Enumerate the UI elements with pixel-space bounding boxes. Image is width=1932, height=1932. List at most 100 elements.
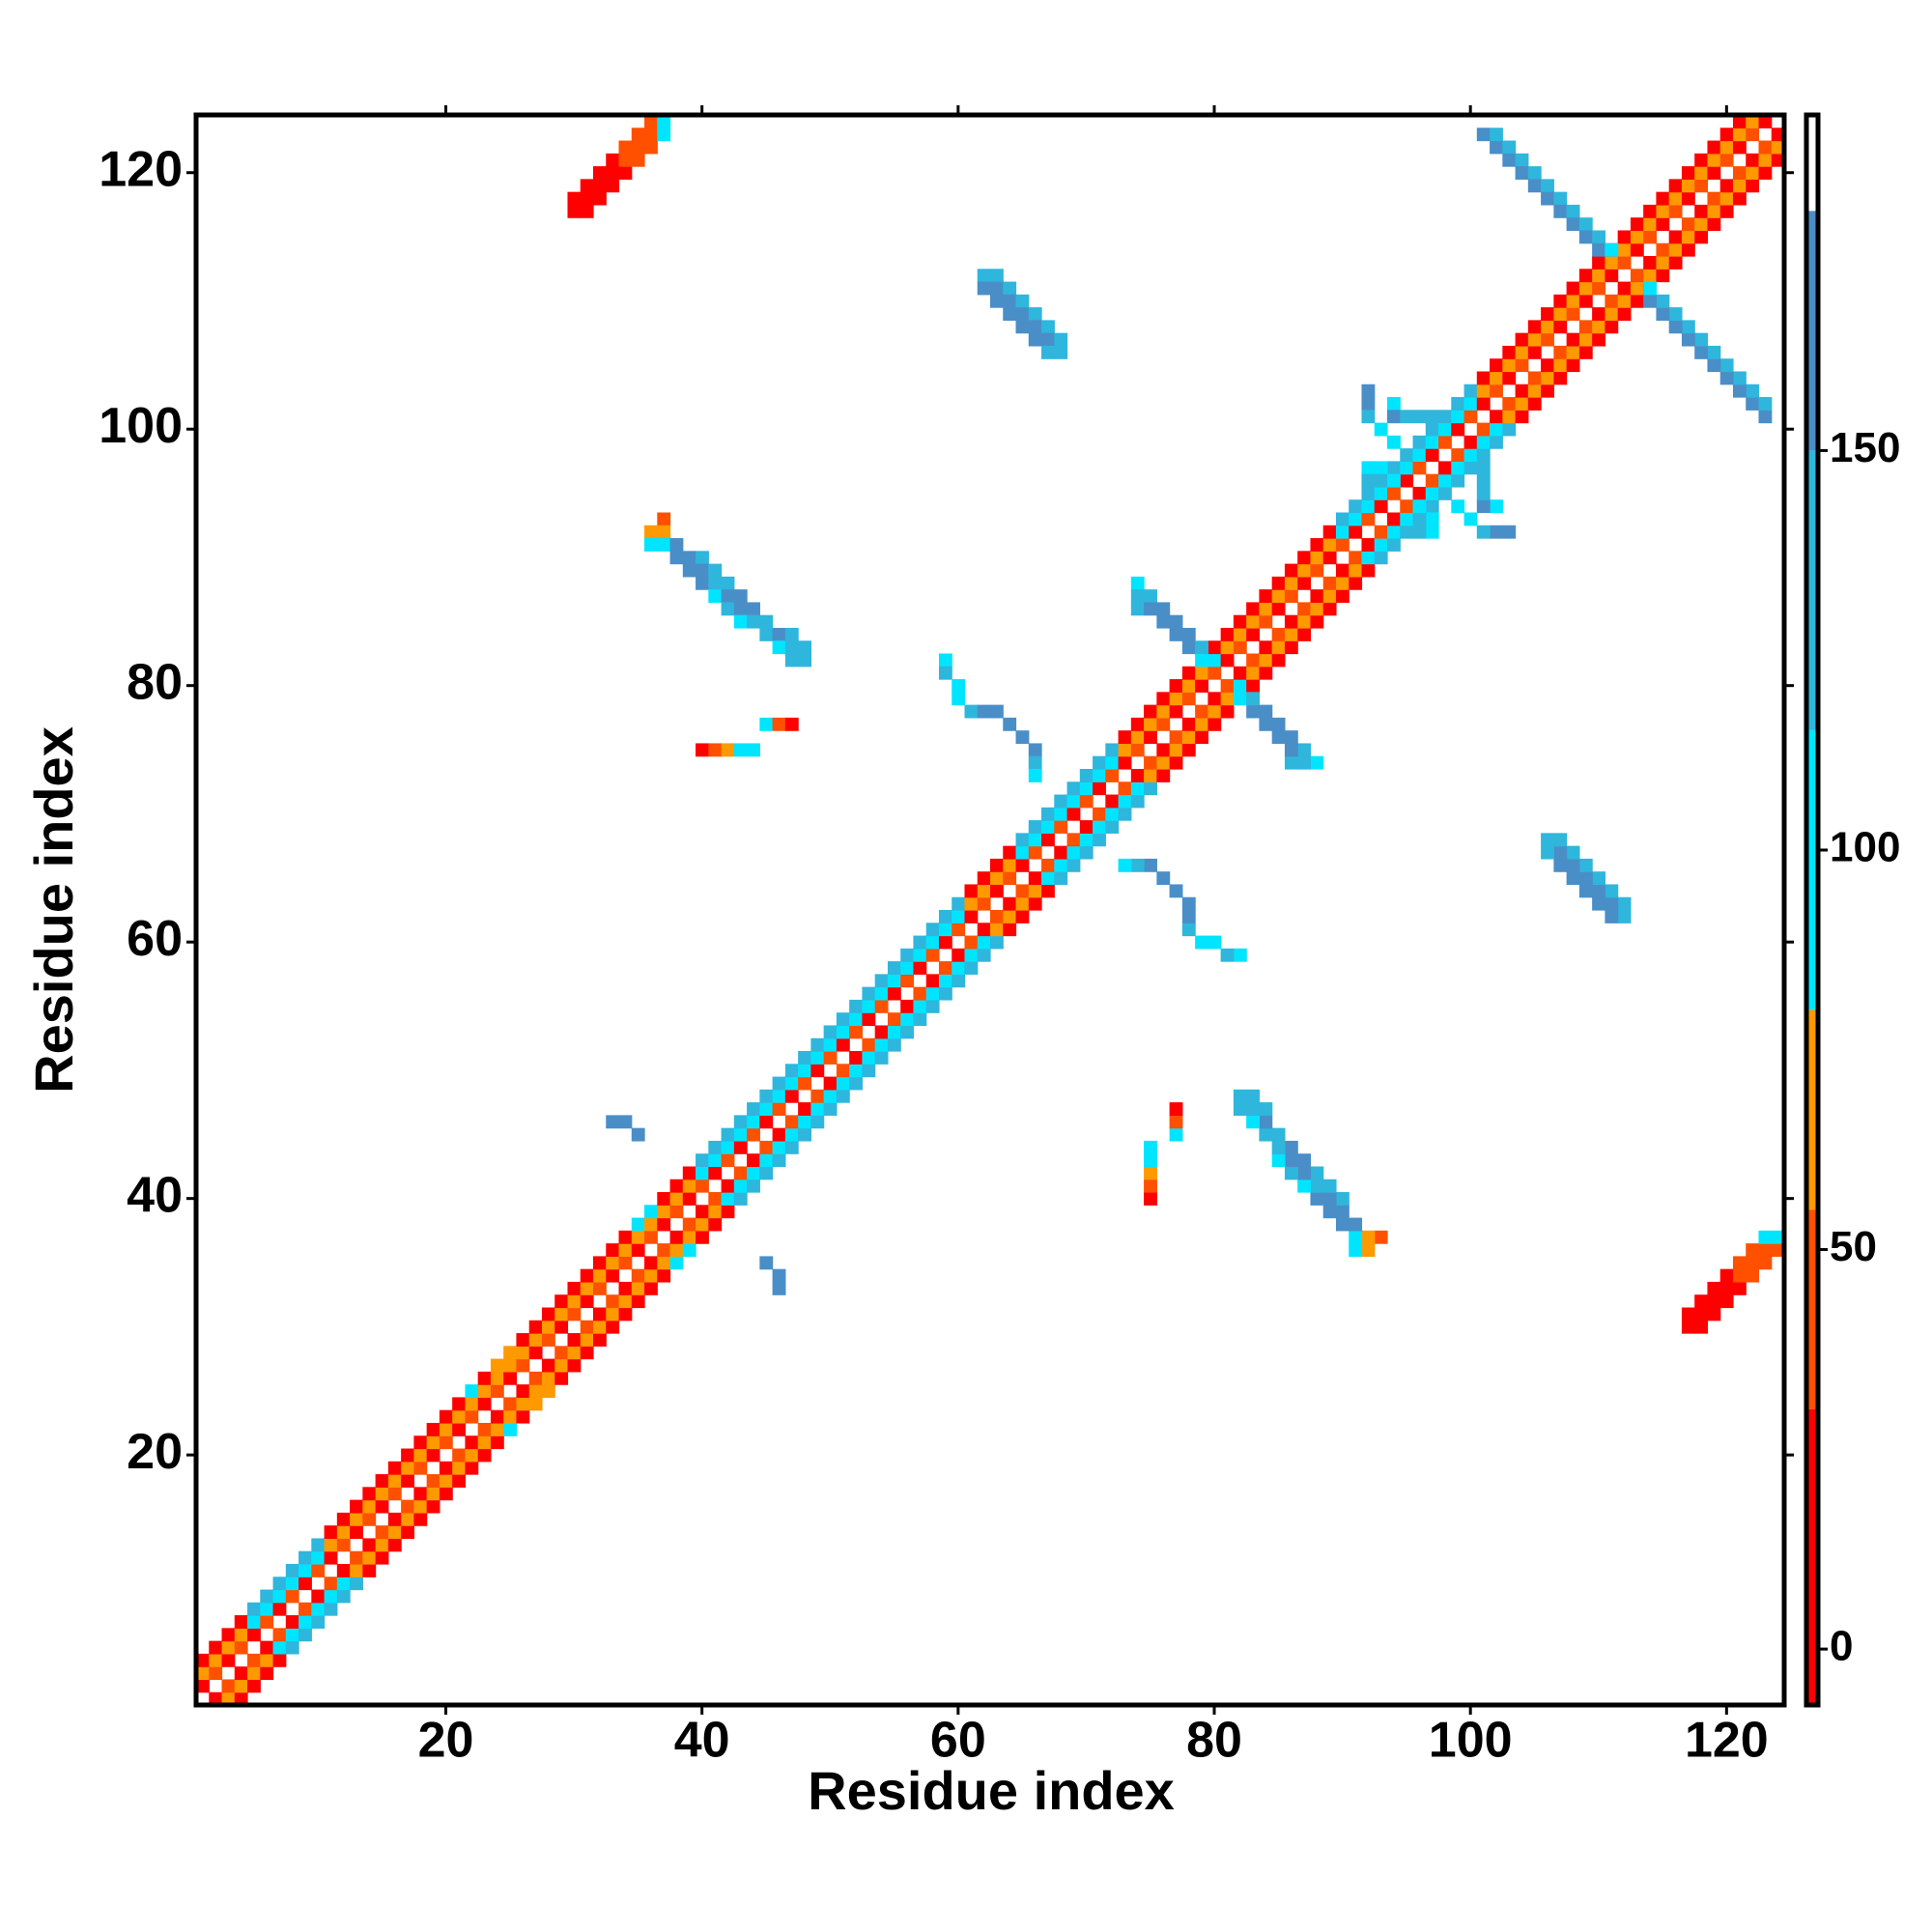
cell: [696, 551, 709, 565]
cell: [298, 1563, 312, 1577]
cell: [362, 1550, 377, 1565]
cell: [1400, 448, 1414, 463]
cell: [413, 1435, 428, 1450]
cell: [772, 1102, 786, 1116]
cell: [1118, 781, 1132, 796]
cell: [733, 589, 748, 604]
cell: [375, 1487, 389, 1501]
cell: [1732, 1281, 1747, 1295]
cell: [952, 692, 966, 706]
cell: [490, 1384, 504, 1399]
cell: [1553, 307, 1568, 321]
x-axis-label: Residue index: [808, 1760, 1175, 1821]
cell: [696, 1217, 709, 1232]
cell: [1130, 768, 1145, 782]
cell: [1707, 166, 1721, 180]
cell: [593, 1307, 607, 1321]
cell: [1310, 1192, 1324, 1206]
cell: [477, 1397, 492, 1411]
cell: [747, 614, 760, 629]
cell: [1694, 230, 1709, 244]
cell: [952, 948, 966, 962]
cell: [1374, 422, 1388, 437]
cell: [298, 1602, 312, 1616]
cell: [1118, 807, 1132, 821]
cell: [1208, 704, 1222, 719]
cell: [1490, 140, 1503, 155]
cell: [1028, 845, 1042, 860]
cell: [1335, 576, 1350, 590]
cell: [1259, 589, 1273, 604]
cell: [1156, 704, 1171, 719]
cell: [1656, 294, 1670, 308]
cell: [1732, 179, 1747, 193]
cell: [554, 1371, 569, 1385]
cell: [1322, 589, 1337, 604]
cell: [477, 1422, 492, 1436]
x-tick-label: 100: [1429, 1713, 1513, 1769]
cell: [1387, 461, 1401, 475]
cell: [1066, 858, 1081, 872]
cell: [1361, 1230, 1376, 1244]
cell: [631, 140, 645, 155]
cell: [1412, 435, 1427, 449]
cell: [477, 1384, 492, 1399]
cell: [1181, 743, 1196, 757]
cell: [272, 1628, 287, 1642]
cell: [1144, 589, 1157, 604]
cell: [567, 1333, 582, 1347]
cell: [285, 1615, 299, 1629]
cell: [1322, 1192, 1337, 1206]
cell: [439, 1435, 453, 1450]
cell: [1361, 461, 1376, 475]
cell: [657, 1205, 671, 1219]
cell: [1578, 871, 1593, 886]
cell: [1284, 627, 1298, 641]
cell: [618, 1230, 633, 1244]
cell: [1732, 140, 1747, 155]
cell: [759, 1115, 774, 1129]
cell: [1284, 743, 1298, 757]
cell: [1387, 435, 1401, 449]
cell: [682, 1243, 696, 1258]
cell: [1771, 140, 1785, 155]
cell: [1400, 512, 1414, 526]
cell: [874, 986, 889, 1001]
cell: [1425, 448, 1439, 463]
cell: [990, 923, 1004, 937]
cell: [1259, 640, 1273, 655]
cell: [657, 1268, 671, 1283]
cell: [798, 640, 811, 655]
cell: [387, 1525, 402, 1540]
cell: [747, 1153, 760, 1168]
cell: [311, 1550, 326, 1565]
cell: [336, 1577, 351, 1591]
cell: [452, 1448, 467, 1463]
cell: [439, 1474, 453, 1488]
cell: [1463, 461, 1478, 475]
cell: [1271, 1153, 1286, 1168]
cell: [784, 1089, 799, 1103]
cell: [1668, 242, 1683, 257]
cell: [567, 204, 582, 218]
cell: [1719, 371, 1734, 385]
cell: [1015, 833, 1030, 847]
cell: [234, 1640, 248, 1655]
cell: [1592, 307, 1605, 321]
cell: [1412, 525, 1427, 539]
cell: [234, 1691, 248, 1706]
x-tick-label: 40: [674, 1713, 730, 1769]
cell: [209, 1653, 223, 1667]
cell: [1681, 217, 1695, 232]
cell: [362, 1538, 377, 1552]
cell: [196, 1666, 210, 1681]
cell: [336, 1525, 351, 1540]
cell: [426, 1448, 440, 1463]
cell: [580, 179, 594, 193]
cell: [862, 1012, 876, 1027]
cell: [1169, 704, 1183, 719]
y-tick-label: 20: [127, 1424, 183, 1480]
cell: [1617, 230, 1632, 244]
cell: [362, 1512, 377, 1526]
